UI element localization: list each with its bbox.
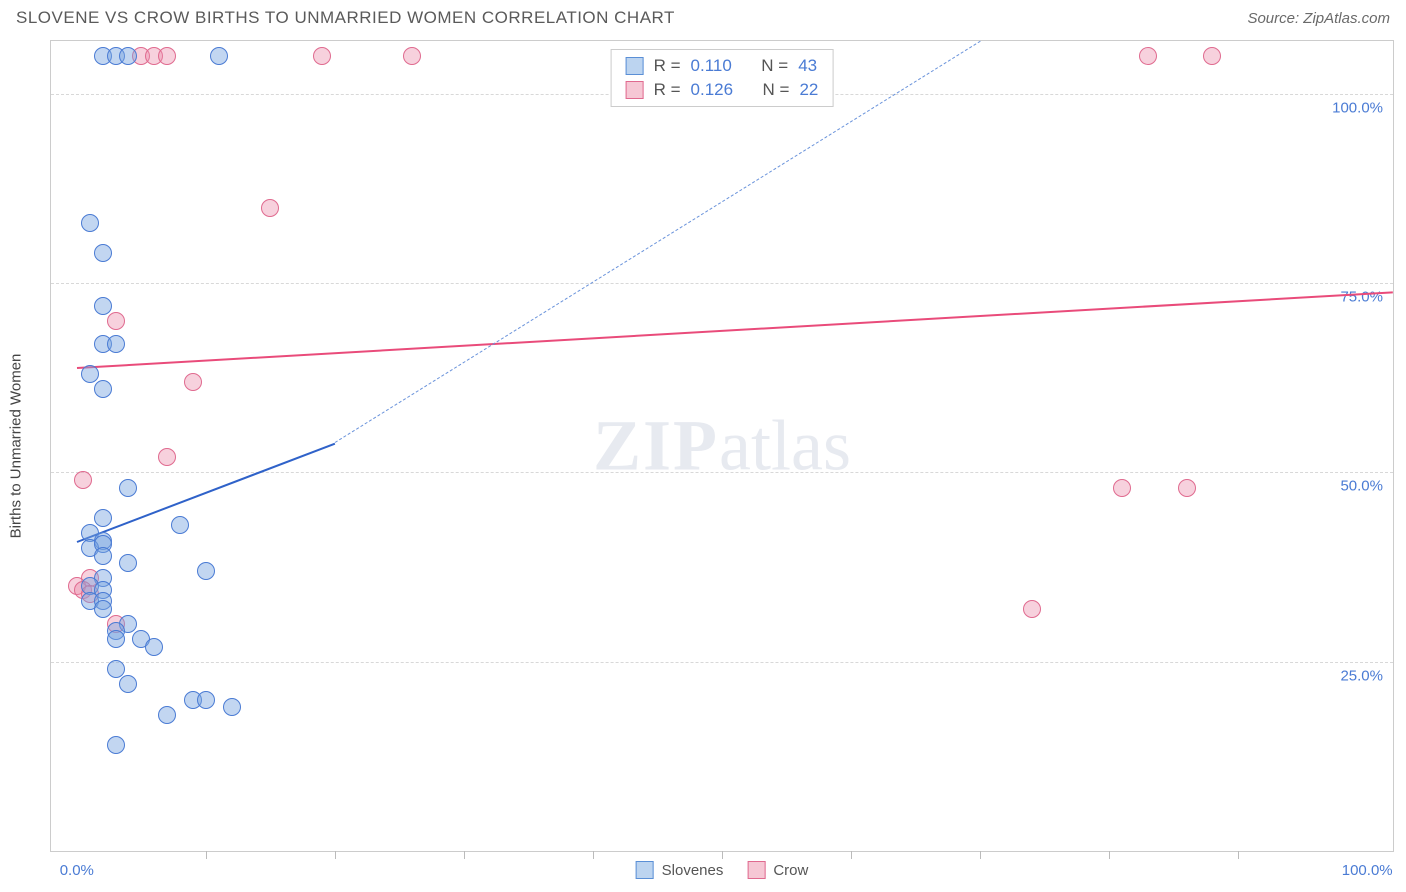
point-slovene [107,660,125,678]
point-slovene [94,380,112,398]
r-label: R = [654,80,681,100]
y-axis-label: Births to Unmarried Women [8,354,25,539]
point-crow [158,47,176,65]
x-tick [1238,851,1239,859]
point-slovene [119,479,137,497]
chart-plot-area: Births to Unmarried Women ZIPatlas 25.0%… [50,40,1394,852]
plot-layer: 25.0%50.0%75.0%100.0%0.0%100.0% [51,41,1393,851]
point-slovene [81,214,99,232]
grid-line [51,662,1393,663]
point-crow [313,47,331,65]
point-slovene [197,562,215,580]
y-tick-label: 25.0% [1340,667,1383,684]
x-tick-label: 100.0% [1342,862,1393,879]
swatch-slovene-icon [626,57,644,75]
r-label: R = [654,56,681,76]
y-tick-label: 50.0% [1340,478,1383,495]
point-slovene [94,509,112,527]
source-label: Source: ZipAtlas.com [1247,10,1390,27]
legend-label-crow: Crow [773,862,808,879]
x-tick-label: 0.0% [60,862,94,879]
x-tick [722,851,723,859]
point-slovene [107,630,125,648]
point-crow [261,199,279,217]
n-label: N = [763,80,790,100]
point-slovene [94,244,112,262]
y-tick-label: 100.0% [1332,99,1383,116]
point-slovene [81,365,99,383]
point-slovene [171,516,189,534]
stats-row-slovene: R = 0.110 N = 43 [626,54,819,78]
trend-line [77,291,1393,369]
stats-row-crow: R = 0.126 N = 22 [626,78,819,102]
n-label: N = [761,56,788,76]
point-crow [1113,479,1131,497]
chart-header: SLOVENE VS CROW BIRTHS TO UNMARRIED WOME… [0,0,1406,32]
x-tick [464,851,465,859]
point-slovene [94,600,112,618]
point-crow [74,471,92,489]
legend-swatch-slovene-icon [636,861,654,879]
x-tick [593,851,594,859]
point-slovene [210,47,228,65]
point-slovene [107,736,125,754]
n-value-crow: 22 [799,80,818,100]
point-slovene [197,691,215,709]
x-tick [851,851,852,859]
r-value-crow: 0.126 [691,80,734,100]
x-tick [1109,851,1110,859]
trend-line [76,442,335,542]
legend-item-crow: Crow [747,861,808,879]
point-slovene [94,547,112,565]
point-crow [1139,47,1157,65]
chart-title: SLOVENE VS CROW BIRTHS TO UNMARRIED WOME… [16,8,675,28]
point-slovene [223,698,241,716]
point-crow [184,373,202,391]
x-tick [335,851,336,859]
point-crow [158,448,176,466]
point-slovene [119,47,137,65]
bottom-legend: Slovenes Crow [636,861,809,879]
x-tick [980,851,981,859]
point-slovene [94,297,112,315]
point-slovene [107,335,125,353]
legend-label-slovene: Slovenes [662,862,724,879]
swatch-crow-icon [626,81,644,99]
point-slovene [119,675,137,693]
grid-line [51,283,1393,284]
point-slovene [158,706,176,724]
point-slovene [119,554,137,572]
legend-item-slovene: Slovenes [636,861,724,879]
point-crow [403,47,421,65]
legend-swatch-crow-icon [747,861,765,879]
point-crow [1023,600,1041,618]
r-value-slovene: 0.110 [691,56,732,76]
point-crow [1203,47,1221,65]
correlation-stats-box: R = 0.110 N = 43 R = 0.126 N = 22 [611,49,834,107]
point-crow [1178,479,1196,497]
point-slovene [145,638,163,656]
x-tick [206,851,207,859]
n-value-slovene: 43 [798,56,817,76]
point-crow [107,312,125,330]
